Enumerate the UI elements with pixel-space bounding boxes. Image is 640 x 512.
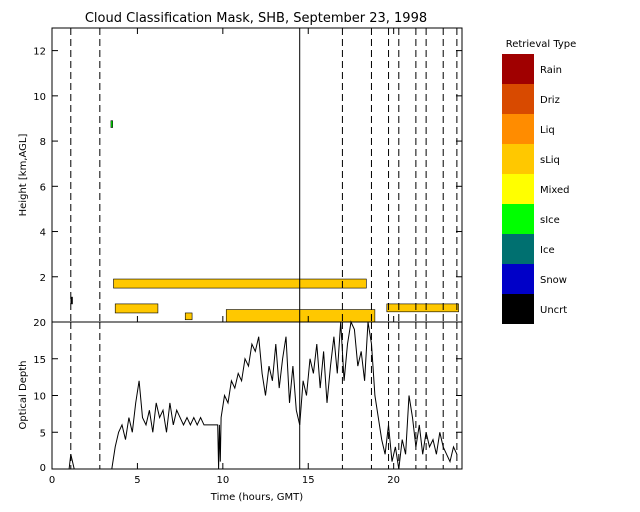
legend-swatch-ice <box>502 234 534 264</box>
cloud-layer-sliq-1 <box>114 303 159 314</box>
retrieval-type-legend: Retrieval Type Rain Driz Liq sLiq Mixed sIce I… <box>502 39 576 324</box>
time-tick-label-15: 15 <box>302 475 315 486</box>
legend-label-snow: Snow <box>540 275 567 286</box>
cloud-layer-sliq-0 <box>113 278 367 289</box>
time-axis-ticks: 0 5 10 15 20 <box>49 463 400 486</box>
cloud-mask-plot-frame <box>51 27 463 323</box>
legend-label-sice: sIce <box>540 215 560 226</box>
height-axis-ticks: 2 4 6 8 10 12 <box>33 28 462 322</box>
cloud-layer-sliq-4 <box>386 303 459 313</box>
legend-swatch-rain <box>502 54 534 84</box>
height-tick-label-10: 10 <box>33 92 46 103</box>
cloud-mask-panel: 2 4 6 8 10 12 Height [km,AGL] <box>18 27 463 323</box>
time-tick-label-0: 0 <box>49 475 55 486</box>
cloud-layer-sliq-2 <box>184 312 193 321</box>
height-tick-label-12: 12 <box>33 47 46 58</box>
height-tick-label-6: 6 <box>40 182 46 193</box>
time-tick-label-5: 5 <box>134 475 140 486</box>
optical-depth-tick-label-5: 5 <box>40 428 46 439</box>
optical-depth-axis-label: Optical Depth <box>18 361 29 430</box>
cloud-layers <box>70 120 459 323</box>
height-axis-label: Height [km,AGL] <box>18 134 29 217</box>
legend-label-sliq: sLiq <box>540 155 560 166</box>
cloud-layer-sliq-3 <box>225 309 376 323</box>
optical-depth-tick-label-10: 10 <box>33 392 46 403</box>
optical-depth-tick-label-0: 0 <box>40 463 46 474</box>
cloud-layer-sice-5 <box>110 120 113 128</box>
height-tick-label-4: 4 <box>40 228 46 239</box>
legend-swatch-snow <box>502 264 534 294</box>
legend-swatch-uncrt <box>502 294 534 324</box>
optical-depth-axis-ticks: 0 5 10 15 20 <box>33 318 462 474</box>
legend-title: Retrieval Type <box>506 39 577 50</box>
height-tick-label-2: 2 <box>40 273 46 284</box>
legend-swatch-sice <box>502 204 534 234</box>
chart-title: Cloud Classification Mask, SHB, Septembe… <box>85 11 427 26</box>
cloud-layer-uncrt-6 <box>70 296 73 305</box>
height-tick-label-8: 8 <box>40 137 46 148</box>
optical-depth-panel: 0 5 10 15 20 0 5 10 15 20 Optical Depth Time (ho… <box>18 318 463 503</box>
time-tick-label-10: 10 <box>216 475 229 486</box>
legend-label-liq: Liq <box>540 125 555 136</box>
time-tick-label-20: 20 <box>387 475 400 486</box>
legend-label-ice: Ice <box>540 245 555 256</box>
legend-label-rain: Rain <box>540 65 562 76</box>
optical-depth-tick-label-20: 20 <box>33 318 46 329</box>
legend-swatch-mixed <box>502 174 534 204</box>
time-axis-label: Time (hours, GMT) <box>210 492 304 503</box>
top-vertical-lines <box>70 28 458 322</box>
bottom-vertical-lines <box>70 322 458 469</box>
legend-swatch-sliq <box>502 144 534 174</box>
legend-label-mixed: Mixed <box>540 185 570 196</box>
legend-label-driz: Driz <box>540 95 560 106</box>
optical-depth-tick-label-15: 15 <box>33 355 46 366</box>
legend-swatch-liq <box>502 114 534 144</box>
legend-label-uncrt: Uncrt <box>540 305 567 316</box>
optical-depth-series-line <box>68 320 458 470</box>
legend-swatch-driz <box>502 84 534 114</box>
